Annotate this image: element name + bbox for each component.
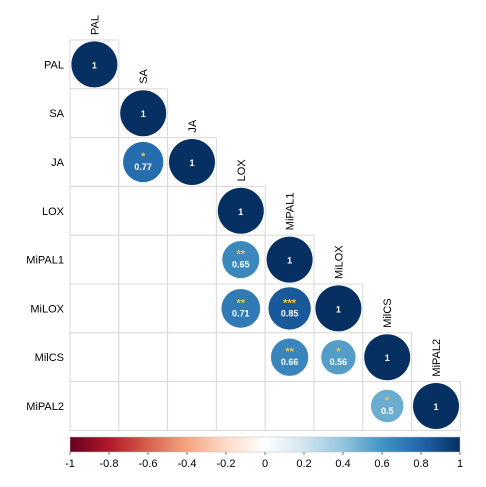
value-label-milox-milox: 1 bbox=[336, 304, 341, 314]
colorbar-tick-label: 0 bbox=[262, 458, 268, 470]
column-label-ja: JA bbox=[187, 119, 199, 133]
grid-cell bbox=[118, 381, 169, 431]
corr-circle-mipal1-lox bbox=[222, 241, 260, 279]
row-label-sa: SA bbox=[49, 108, 64, 120]
colorbar-tick-label: -0.2 bbox=[217, 458, 236, 470]
significance-stars-mipal1-lox: ** bbox=[237, 249, 246, 261]
significance-stars-milox-mipal1: *** bbox=[283, 297, 297, 309]
value-label-milox-lox: 0.71 bbox=[232, 308, 250, 318]
row-label-milox: MiLOX bbox=[30, 303, 64, 315]
grid-cell bbox=[69, 234, 120, 285]
corr-circle-ja-ja bbox=[169, 139, 215, 185]
row-label-mipal1: MiPAL1 bbox=[26, 255, 64, 267]
grid-cell bbox=[69, 381, 120, 431]
colorbar-bar bbox=[69, 436, 461, 453]
significance-stars-milcs-milox: * bbox=[336, 346, 341, 358]
grid-cell bbox=[69, 332, 120, 383]
corr-circle-milcs-milox bbox=[321, 339, 356, 375]
colorbar-tick-label: 0.6 bbox=[374, 458, 389, 470]
value-label-mipal2-mipal2: 1 bbox=[433, 402, 438, 412]
corr-circle-milox-mipal1 bbox=[268, 287, 311, 330]
grid-cell bbox=[118, 185, 169, 236]
row-label-pal: PAL bbox=[44, 59, 64, 71]
significance-stars-milcs-mipal1: ** bbox=[285, 346, 294, 358]
value-label-milcs-milcs: 1 bbox=[385, 353, 390, 363]
corr-circle-milox-lox bbox=[221, 289, 261, 328]
significance-stars-mipal2-milcs: * bbox=[385, 395, 390, 407]
grid-cell bbox=[215, 381, 266, 431]
grid-cell bbox=[69, 283, 120, 334]
corr-circle-mipal2-mipal2 bbox=[413, 383, 459, 429]
column-label-mipal2: MiPAL2 bbox=[431, 339, 443, 377]
grid-cell bbox=[167, 234, 217, 285]
grid-cell bbox=[167, 283, 217, 334]
grid-cell bbox=[167, 381, 217, 431]
column-label-pal: PAL bbox=[89, 15, 101, 35]
colorbar-tick-label: -0.8 bbox=[100, 458, 119, 470]
corr-circle-milcs-milcs bbox=[364, 334, 411, 381]
corr-circle-milox-milox bbox=[315, 285, 362, 332]
grid-cell bbox=[264, 381, 315, 431]
row-label-ja: JA bbox=[51, 157, 65, 169]
grid-cell bbox=[118, 332, 169, 383]
value-label-pal-pal: 1 bbox=[92, 60, 97, 70]
row-label-mipal2: MiPAL2 bbox=[26, 401, 64, 413]
value-label-milox-mipal1: 0.85 bbox=[281, 308, 299, 318]
grid-cell bbox=[69, 185, 120, 236]
value-label-mipal2-milcs: 0.5 bbox=[381, 406, 394, 416]
value-label-ja-ja: 1 bbox=[189, 158, 194, 168]
colorbar-tick-label: -1 bbox=[65, 458, 75, 470]
value-label-lox-lox: 1 bbox=[238, 207, 243, 217]
circles: 110.77* 110.65** 10.71**0.85*** 10.66**0.56… bbox=[71, 41, 459, 429]
labels: PAL PAL SA SA JA JA LOX LOX MiPAL1 MiPAL1 MiLOX MiL… bbox=[26, 15, 443, 413]
corr-circle-pal-pal bbox=[71, 41, 118, 88]
column-label-mipal1: MiPAL1 bbox=[285, 192, 297, 230]
value-label-ja-sa: 0.77 bbox=[134, 162, 152, 172]
grid-cell bbox=[313, 381, 364, 431]
grid-cell bbox=[118, 283, 169, 334]
grid-cell bbox=[69, 137, 120, 187]
corr-circle-milcs-mipal1 bbox=[270, 338, 309, 376]
corr-circle-lox-lox bbox=[217, 187, 264, 234]
corr-circle-mipal1-mipal1 bbox=[266, 236, 313, 283]
corr-circle-sa-sa bbox=[120, 90, 167, 137]
row-label-milcs: MilCS bbox=[35, 352, 64, 364]
grid-cell bbox=[118, 234, 169, 285]
colorbar-tick-label: 1 bbox=[457, 458, 463, 470]
grid-cell bbox=[167, 332, 217, 383]
value-label-mipal1-mipal1: 1 bbox=[287, 256, 292, 266]
colorbar-tick-label: -0.4 bbox=[178, 458, 197, 470]
grid-cell bbox=[215, 332, 266, 383]
value-label-milcs-mipal1: 0.66 bbox=[281, 357, 299, 367]
corr-circle-mipal2-milcs bbox=[370, 389, 404, 423]
row-label-lox: LOX bbox=[42, 206, 65, 218]
column-label-milcs: MilCS bbox=[382, 298, 394, 327]
colorbar-tick-label: 0.2 bbox=[296, 458, 311, 470]
colorbar-tick-label: -0.6 bbox=[139, 458, 158, 470]
value-label-milcs-milox: 0.56 bbox=[330, 357, 348, 367]
significance-stars-ja-sa: * bbox=[141, 151, 146, 163]
column-label-sa: SA bbox=[138, 68, 150, 83]
grid-cell bbox=[167, 185, 217, 236]
colorbar: -1 -0.8 -0.6 -0.4 -0.2 0 0.2 0.4 0.6 0.8 1 bbox=[65, 436, 463, 470]
value-label-sa-sa: 1 bbox=[141, 109, 146, 119]
column-label-milox: MiLOX bbox=[333, 245, 345, 279]
corr-circle-ja-sa bbox=[123, 141, 164, 183]
colorbar-tick-label: 0.4 bbox=[335, 458, 350, 470]
colorbar-tick-label: 0.8 bbox=[413, 458, 428, 470]
significance-stars-milox-lox: ** bbox=[237, 297, 246, 309]
column-label-lox: LOX bbox=[236, 159, 248, 182]
value-label-mipal1-lox: 0.65 bbox=[232, 260, 250, 270]
grid-cell bbox=[69, 88, 120, 139]
